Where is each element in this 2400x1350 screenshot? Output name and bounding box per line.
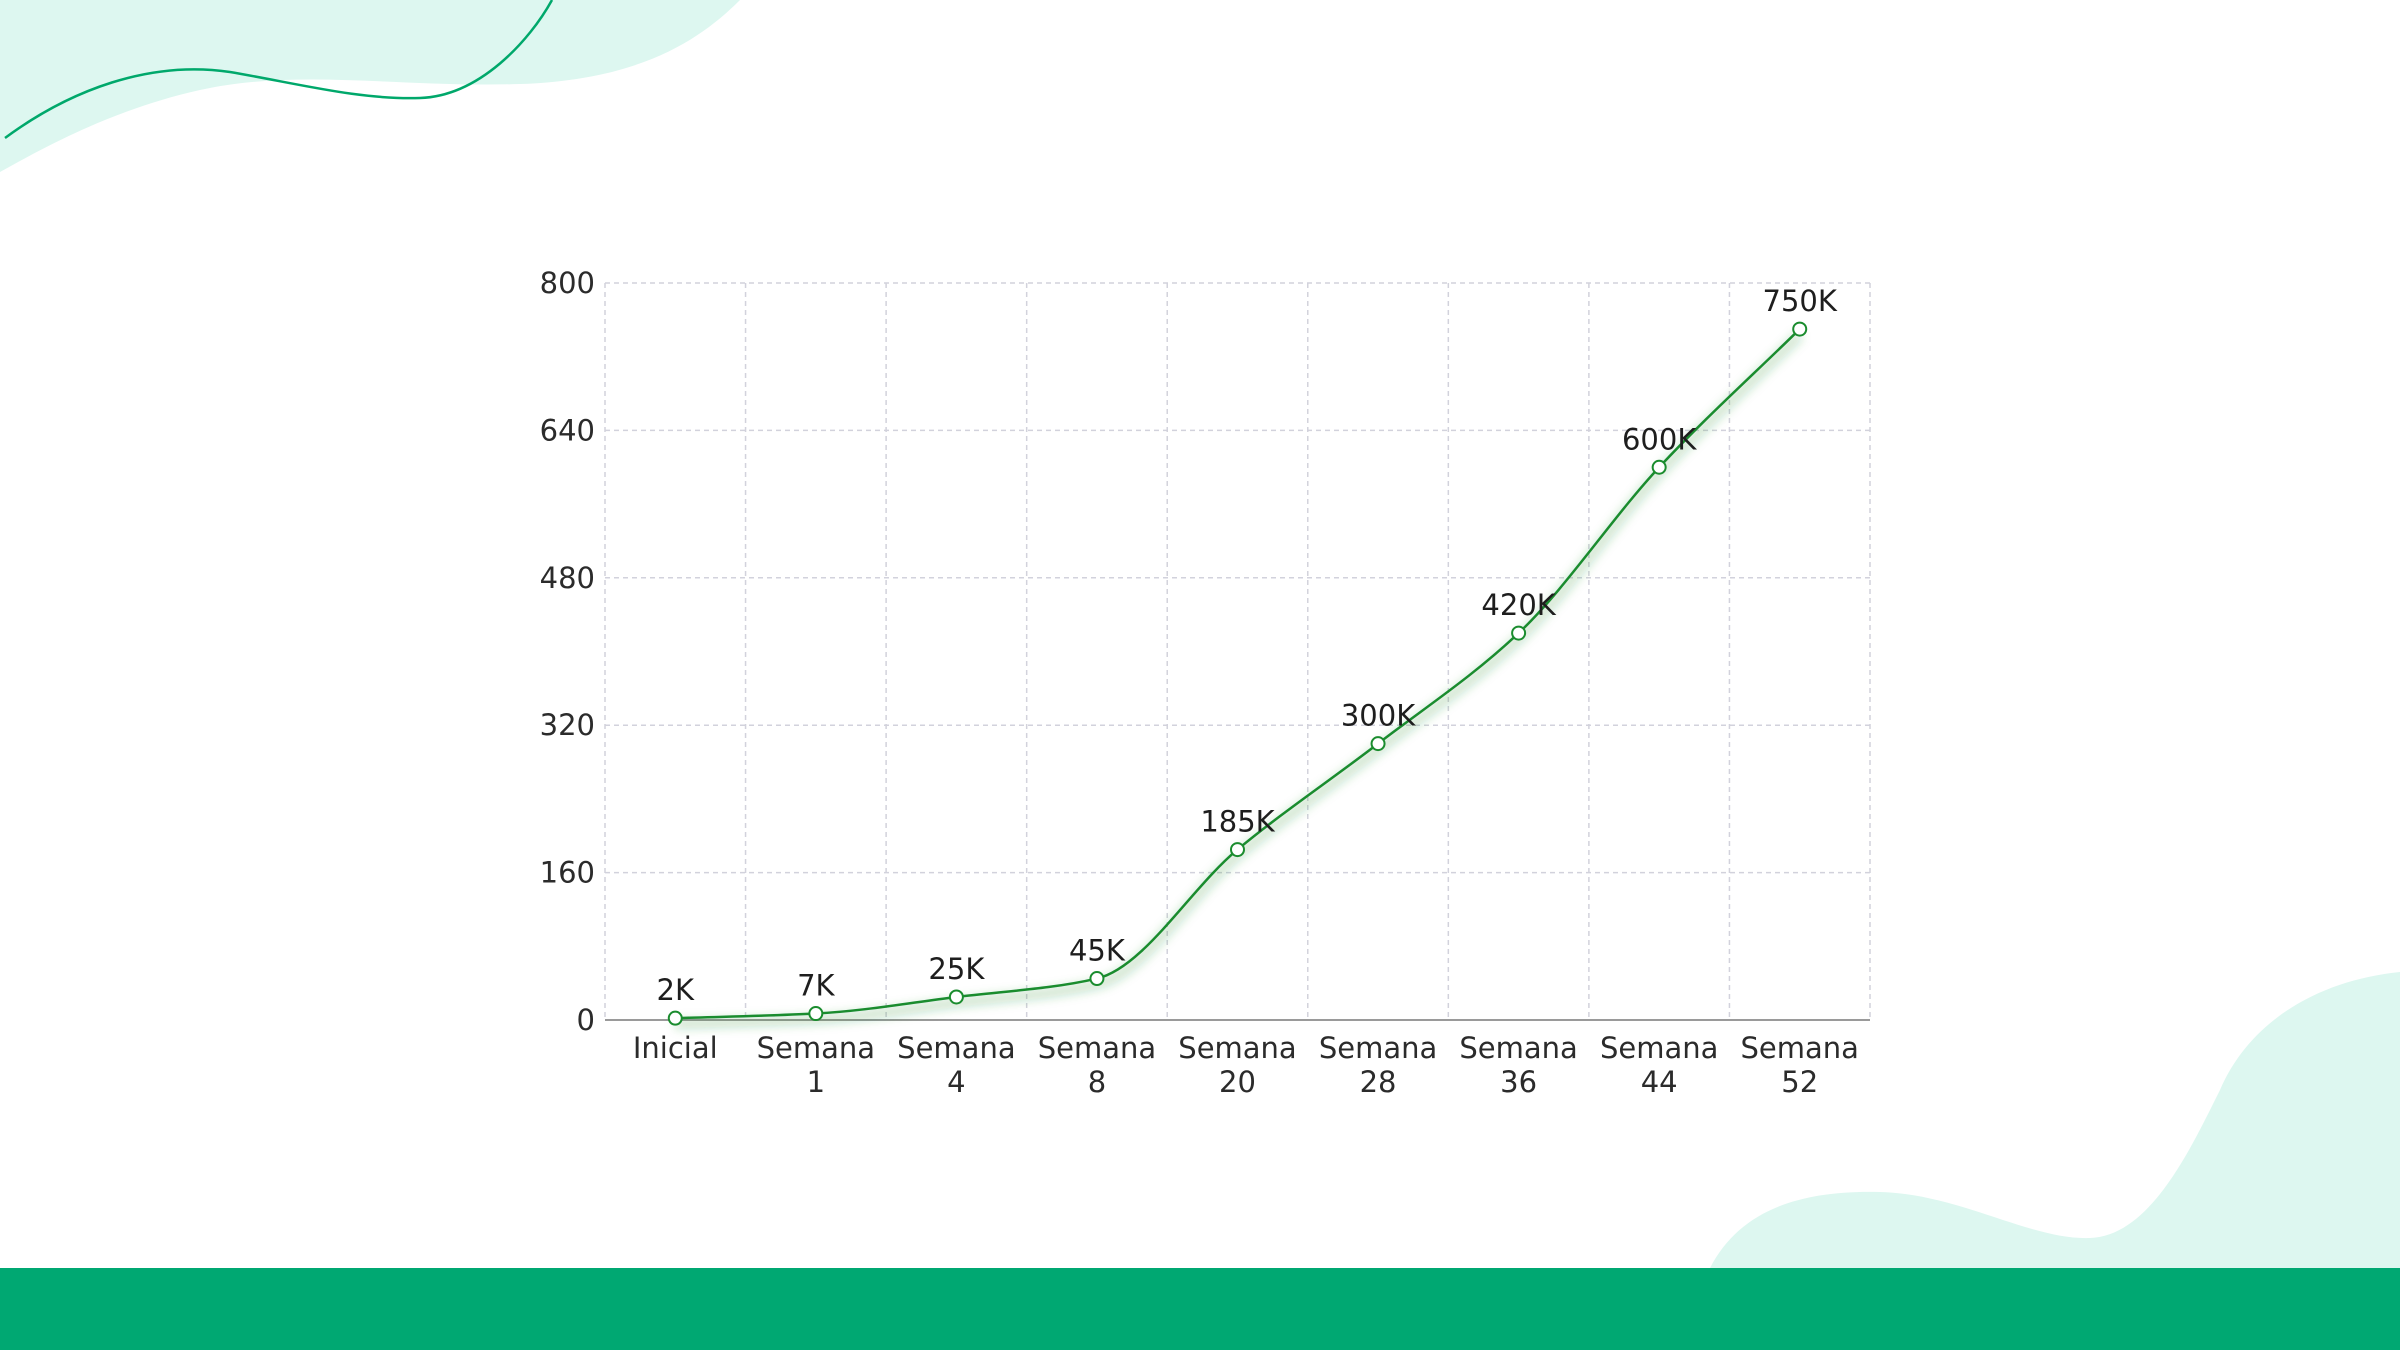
- x-tick-label-line: 36: [1500, 1065, 1537, 1099]
- y-tick-label: 800: [540, 266, 595, 300]
- x-tick-label: Semana 20: [1178, 1031, 1296, 1099]
- x-tick-label-line: Semana: [897, 1031, 1015, 1065]
- data-point: [808, 1006, 824, 1022]
- x-tick-label-line: Semana: [1741, 1031, 1859, 1065]
- x-tick-label: Semana 8: [1038, 1031, 1156, 1099]
- data-label: 7K: [797, 969, 835, 1003]
- data-point: [1511, 625, 1527, 641]
- x-tick-label-line: Semana: [1038, 1031, 1156, 1065]
- x-tick-label: Inicial: [633, 1031, 718, 1065]
- x-tick-label-line: Semana: [1459, 1031, 1577, 1065]
- x-tick-label-line: 52: [1781, 1065, 1818, 1099]
- x-tick-label-line: Semana: [757, 1031, 875, 1065]
- x-tick-label-line: Semana: [1600, 1031, 1718, 1065]
- y-tick-label: 640: [540, 413, 595, 447]
- x-tick-label-line: 4: [947, 1065, 965, 1099]
- data-label: 25K: [928, 952, 985, 986]
- x-tick-label: Semana 52: [1741, 1031, 1859, 1099]
- y-tick-label: 0: [577, 1003, 595, 1037]
- data-point: [948, 989, 964, 1005]
- chart-gridlines: [604, 282, 1871, 1020]
- x-tick-label-line: Semana: [1319, 1031, 1437, 1065]
- x-tick-label: Semana 44: [1600, 1031, 1718, 1099]
- x-tick-label: Semana 28: [1319, 1031, 1437, 1099]
- x-tick-label-line: Inicial: [633, 1031, 718, 1065]
- y-tick-label: 160: [540, 856, 595, 890]
- y-tick-label: 320: [540, 708, 595, 742]
- data-label: 300K: [1341, 699, 1416, 733]
- y-tick-label: 480: [540, 561, 595, 595]
- top-left-wave-line: [4, 0, 554, 140]
- data-point: [1370, 736, 1386, 752]
- x-tick-label: Semana 36: [1459, 1031, 1577, 1099]
- data-label: 750K: [1763, 284, 1838, 318]
- series-line: [675, 328, 1801, 1020]
- x-tick-label-line: Semana: [1178, 1031, 1296, 1065]
- x-tick-label-line: 8: [1088, 1065, 1106, 1099]
- series-line-shadow: [675, 331, 1803, 1029]
- data-point: [1651, 459, 1667, 475]
- x-tick-label: Semana 4: [897, 1031, 1015, 1099]
- bottom-right-wave-shape: [1710, 972, 2400, 1268]
- chart-series: [667, 321, 1808, 1029]
- data-point: [1089, 971, 1105, 987]
- data-label: 600K: [1622, 422, 1697, 456]
- data-label: 185K: [1200, 805, 1275, 839]
- x-tick-label: Semana 1: [757, 1031, 875, 1099]
- data-point: [1792, 321, 1808, 337]
- bottom-accent-band: [0, 1268, 2400, 1350]
- x-tick-label-line: 20: [1219, 1065, 1256, 1099]
- data-label: 45K: [1069, 934, 1126, 968]
- data-label: 420K: [1481, 588, 1556, 622]
- x-tick-label-line: 44: [1641, 1065, 1678, 1099]
- data-point: [667, 1010, 683, 1026]
- data-point: [1230, 842, 1245, 858]
- x-tick-label-line: 28: [1360, 1065, 1397, 1099]
- top-left-wave-shape: [0, 0, 740, 172]
- data-label: 2K: [657, 973, 695, 1007]
- x-tick-label-line: 1: [807, 1065, 825, 1099]
